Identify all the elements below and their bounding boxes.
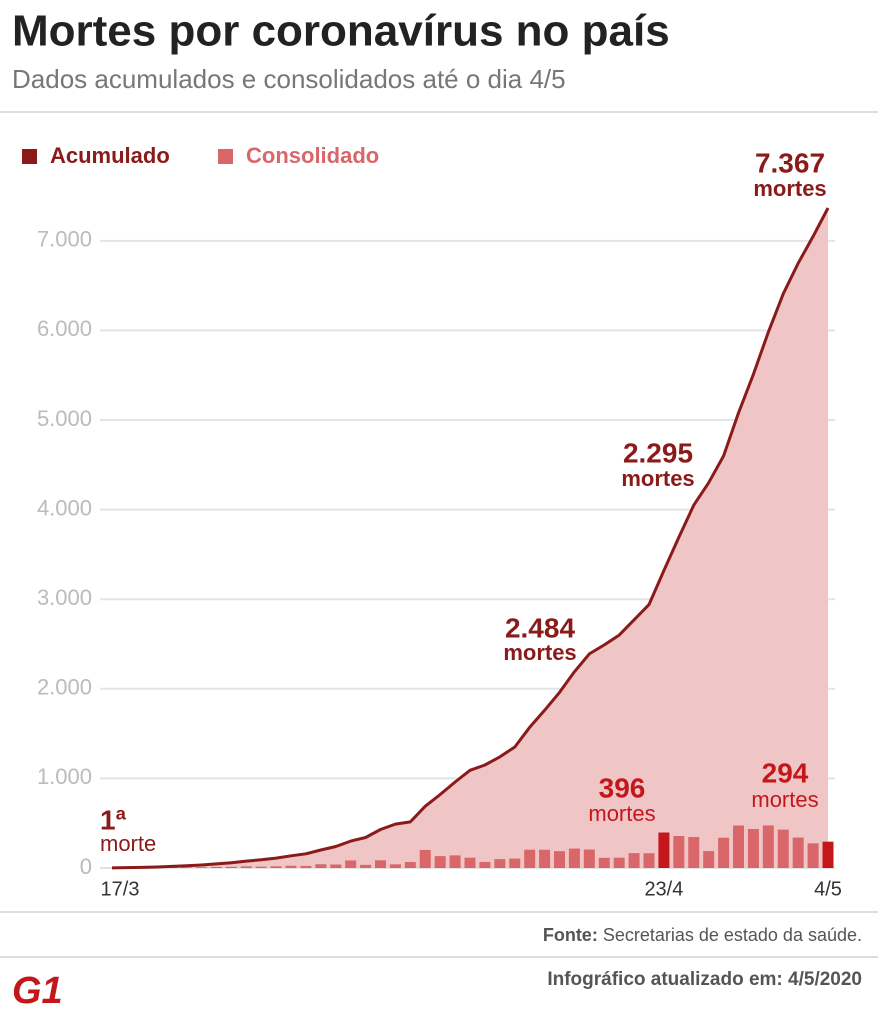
- bar: [300, 865, 312, 868]
- bar: [419, 849, 431, 868]
- bar: [762, 825, 774, 868]
- y-tick-label: 6.000: [37, 316, 92, 341]
- bar: [777, 829, 789, 868]
- y-tick-label: 7.000: [37, 227, 92, 252]
- logo: G1: [12, 970, 63, 1012]
- title: Mortes por coronavírus no país: [12, 7, 670, 56]
- updated: Infográfico atualizado em: 4/5/2020: [547, 969, 862, 990]
- bar: [285, 865, 297, 868]
- bar: [479, 861, 491, 868]
- bar: [389, 864, 401, 868]
- subtitle: Dados acumulados e consolidados até o di…: [12, 64, 566, 94]
- bar: [658, 832, 670, 868]
- bar: [628, 853, 640, 868]
- y-tick-label: 4.000: [37, 495, 92, 520]
- x-tick-label: 17/3: [101, 878, 140, 900]
- bar: [330, 864, 342, 868]
- bar: [509, 858, 521, 868]
- bar: [747, 829, 759, 868]
- bar: [434, 856, 446, 868]
- x-tick-label: 4/5: [814, 878, 842, 900]
- bar: [792, 837, 804, 868]
- bar: [524, 849, 536, 868]
- bar: [733, 825, 744, 868]
- y-tick-label: 0: [80, 854, 92, 879]
- bar: [181, 867, 193, 868]
- annotation-label: mortes: [503, 640, 576, 665]
- bar: [822, 841, 834, 868]
- bar: [210, 866, 222, 868]
- bar: [494, 859, 506, 868]
- y-tick-label: 2.000: [37, 675, 92, 700]
- bar: [643, 853, 655, 868]
- bar: [583, 849, 595, 868]
- bar: [598, 857, 610, 868]
- legend-label: Acumulado: [50, 143, 170, 168]
- bar: [703, 851, 715, 868]
- bar: [568, 848, 580, 868]
- source-text: Secretarias de estado da saúde.: [603, 925, 862, 945]
- source-label: Fonte:: [543, 925, 598, 945]
- bar: [449, 855, 461, 868]
- bar: [404, 861, 416, 868]
- annotation-value: 1ª: [100, 804, 127, 835]
- bar: [688, 837, 700, 868]
- annotation-label: mortes: [621, 466, 694, 491]
- legend-label: Consolidado: [246, 143, 379, 168]
- area: [112, 208, 828, 868]
- annotation-value: 2.295: [623, 437, 693, 468]
- annotation-value: 294: [762, 757, 809, 788]
- bar: [255, 866, 267, 868]
- bar: [270, 866, 282, 868]
- y-tick-label: 5.000: [37, 406, 92, 431]
- bar: [196, 867, 207, 868]
- annotation-label: morte: [100, 831, 156, 856]
- bar: [345, 860, 357, 868]
- bar: [539, 849, 551, 868]
- line: [111, 207, 830, 870]
- bar: [613, 857, 625, 868]
- bar: [375, 860, 386, 868]
- annotation-value: 7.367: [755, 147, 825, 178]
- annotation-label: mortes: [588, 801, 655, 826]
- y-tick-label: 3.000: [37, 585, 92, 610]
- source: Fonte: Secretarias de estado da saúde.: [543, 925, 862, 945]
- plot: 0 1.000 2.000 3.000 4.000 5.000 6.000 7.000 Acum…: [22, 143, 842, 900]
- bar: [225, 866, 237, 868]
- annotation-label: mortes: [751, 787, 818, 812]
- bar: [240, 866, 252, 868]
- bar: [315, 864, 327, 868]
- bar: [718, 837, 730, 868]
- bar: [807, 843, 819, 868]
- y-tick-label: 1.000: [37, 764, 92, 789]
- annotation-value: 396: [599, 772, 646, 803]
- bar: [464, 857, 476, 868]
- bar: [673, 836, 685, 868]
- annotation-value: 2.484: [505, 612, 575, 643]
- annotation-label: mortes: [753, 176, 826, 201]
- legend-swatch: [22, 149, 37, 164]
- legend-swatch: [218, 149, 233, 164]
- bar: [360, 864, 372, 868]
- bar: [554, 851, 565, 868]
- x-tick-label: 23/4: [644, 878, 683, 900]
